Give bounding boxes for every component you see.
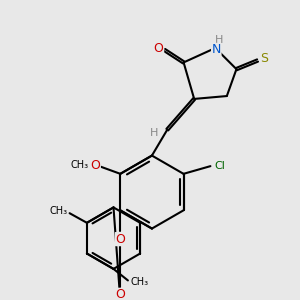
Text: CH₃: CH₃	[71, 160, 89, 170]
Text: N: N	[212, 44, 221, 56]
Text: H: H	[150, 128, 158, 139]
Text: O: O	[116, 232, 125, 246]
Text: CH₃: CH₃	[49, 206, 67, 216]
Text: O: O	[90, 159, 100, 172]
Text: CH₃: CH₃	[130, 277, 148, 287]
Text: S: S	[260, 52, 268, 65]
Text: O: O	[116, 288, 125, 300]
Text: Cl: Cl	[214, 161, 226, 171]
Text: O: O	[154, 41, 164, 55]
Text: H: H	[215, 35, 223, 45]
